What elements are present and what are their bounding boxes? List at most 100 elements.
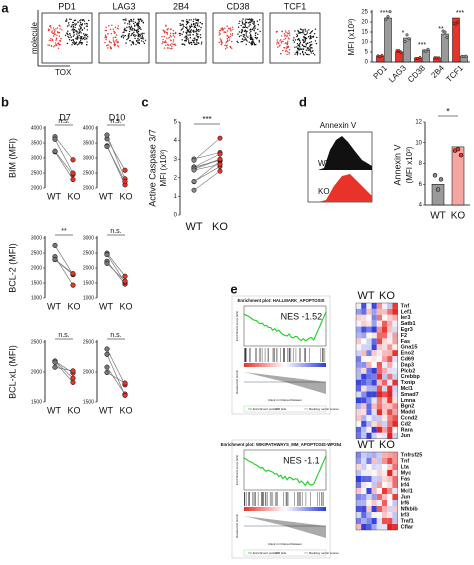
tick-label: 12 — [415, 120, 422, 126]
heat-cell — [361, 458, 367, 464]
heat-cell — [371, 482, 377, 488]
event — [70, 18, 72, 21]
event — [305, 37, 308, 40]
event — [50, 39, 52, 42]
event — [55, 43, 57, 46]
event — [305, 44, 308, 46]
event — [167, 44, 170, 46]
tick-label: 2500 — [83, 170, 94, 176]
heat-cell — [392, 308, 398, 315]
pair-line — [193, 152, 221, 160]
heat-cell — [366, 421, 372, 427]
event — [88, 19, 90, 22]
tick-label: 3000 — [83, 235, 94, 241]
event — [303, 45, 305, 48]
event — [256, 36, 258, 39]
bar — [431, 184, 445, 206]
gene-label: Eno2 — [401, 351, 414, 357]
heat-cell — [392, 403, 398, 410]
plot-title: PD1 — [58, 1, 76, 11]
event — [183, 25, 185, 28]
tick-label: 1000 — [83, 295, 94, 301]
heat-cell — [387, 488, 393, 494]
event — [72, 24, 75, 26]
dot — [70, 157, 76, 163]
event — [226, 37, 229, 40]
event — [137, 39, 139, 41]
event — [249, 28, 252, 30]
event — [172, 30, 175, 32]
event — [287, 40, 289, 42]
dot — [70, 170, 76, 176]
event — [220, 40, 222, 43]
heat-cell — [366, 373, 372, 380]
gene-label: Cd2 — [401, 421, 411, 427]
event — [111, 24, 113, 27]
heat-cell — [361, 403, 367, 410]
heat-cell — [361, 332, 367, 339]
event — [244, 20, 247, 22]
heat-cell — [392, 524, 398, 530]
point — [386, 15, 390, 19]
tick-label: 2000 — [83, 185, 94, 191]
event — [251, 36, 253, 39]
heat-cell — [356, 458, 362, 464]
heat-cell — [387, 373, 393, 380]
event — [169, 34, 172, 37]
metric — [244, 516, 326, 538]
tick-label: 3500 — [31, 140, 42, 146]
event — [279, 44, 281, 46]
heat-cell — [382, 524, 388, 530]
heat-cell — [361, 373, 367, 380]
heat-cell — [356, 391, 362, 398]
event — [50, 45, 53, 47]
heat-cell — [366, 452, 372, 458]
event — [135, 34, 137, 37]
event — [124, 29, 126, 32]
event — [197, 42, 199, 44]
heat-cell — [361, 506, 367, 512]
event — [184, 26, 187, 29]
gene-label: Jun — [401, 433, 411, 439]
group-label: WT — [47, 405, 61, 415]
tick-label: 1 — [174, 194, 178, 200]
heat-cell — [376, 338, 382, 345]
heat-cell — [382, 373, 388, 380]
event — [285, 50, 287, 53]
heat-cell — [371, 350, 377, 357]
heat-cell — [387, 476, 393, 482]
event — [125, 42, 127, 44]
gene-label: Irf6 — [401, 500, 410, 506]
event — [283, 33, 286, 35]
event — [50, 37, 52, 40]
event — [288, 38, 290, 40]
bar — [441, 33, 449, 63]
event — [79, 21, 82, 24]
event — [302, 41, 305, 44]
event — [164, 30, 166, 33]
heat-cell — [371, 391, 377, 398]
heat-cell — [366, 470, 372, 476]
event — [298, 49, 301, 51]
event — [164, 40, 167, 42]
tick-label: 4000 — [83, 125, 94, 131]
event — [122, 19, 124, 21]
event — [114, 45, 116, 47]
event — [300, 28, 302, 31]
event — [313, 54, 316, 56]
event — [247, 18, 249, 21]
heat-cell — [371, 314, 377, 321]
event — [133, 29, 136, 31]
event — [248, 25, 250, 27]
heat-cell — [382, 350, 388, 357]
event — [248, 41, 251, 43]
event — [276, 30, 278, 33]
heat-cell — [392, 494, 398, 500]
dot — [191, 167, 197, 173]
event — [282, 40, 284, 42]
event — [138, 25, 140, 28]
event — [84, 38, 86, 41]
gene-label: Lmna — [401, 398, 417, 404]
axis-label: TOX — [55, 68, 72, 77]
event — [72, 27, 74, 29]
